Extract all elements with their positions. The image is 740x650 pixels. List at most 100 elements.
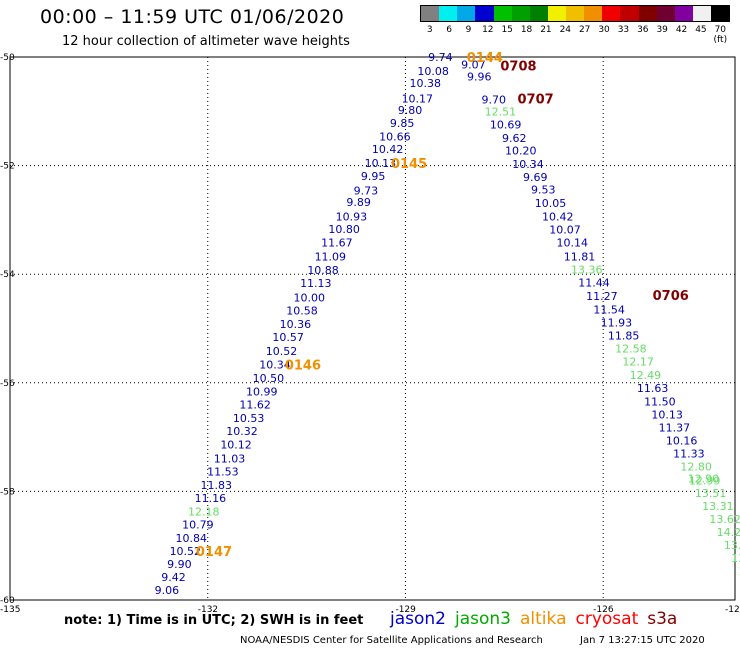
color-scale-label: 45: [695, 25, 707, 35]
swh-value: 11.53: [207, 465, 239, 478]
color-swatch: [656, 6, 675, 21]
color-scale-label: 24: [559, 25, 572, 35]
swh-value: 10.52: [170, 545, 202, 558]
swh-value: 11.67: [321, 237, 353, 250]
swh-value: 11.03: [214, 452, 246, 465]
swh-value: 10.50: [253, 372, 285, 385]
x-tick-label: -135: [0, 605, 20, 615]
swh-value: 10.32: [226, 425, 258, 438]
swh-value: 10.12: [220, 439, 252, 452]
y-tick-label: -58: [0, 487, 15, 497]
swh-value: 14.29: [717, 526, 740, 539]
y-tick-label: -54: [0, 270, 15, 280]
color-scale-label: 70 (ft): [713, 25, 728, 45]
swh-value: 11.44: [578, 276, 610, 289]
swh-value: 10.34: [512, 158, 544, 171]
swh-value: 10.34: [259, 358, 291, 371]
swh-value: 9.53: [531, 183, 556, 196]
swh-value: 10.00: [293, 292, 325, 305]
swh-value: 11.33: [673, 447, 705, 460]
swh-value: 11.83: [201, 479, 233, 492]
x-tick-label: -126: [593, 605, 614, 615]
swh-value: 12.49: [630, 369, 662, 382]
swh-value: 9.07: [461, 59, 486, 72]
swh-value: 10.14: [556, 237, 588, 250]
swh-value: 10.99: [246, 385, 278, 398]
swh-value: 11.93: [601, 317, 633, 330]
swh-value: 11.27: [586, 290, 618, 303]
legend-jason2: jason2: [390, 609, 446, 629]
color-scale-label: 42: [675, 25, 688, 35]
swh-value: 9.06: [155, 584, 180, 597]
satellite-legend: jason2 jason3 altika cryosat s3a: [390, 609, 686, 629]
color-swatch: [602, 6, 621, 21]
color-swatch: [620, 6, 639, 21]
swh-value: 9.74: [428, 51, 453, 64]
color-scale-label: 30: [598, 25, 610, 35]
swh-value: 12.90: [688, 472, 720, 485]
swh-value: 13.51: [695, 487, 727, 500]
color-swatch: [493, 6, 512, 21]
swh-value: 10.84: [176, 532, 208, 545]
legend-cryosat: cryosat: [575, 609, 639, 629]
swh-value: 14.27: [738, 565, 740, 578]
swh-value: 10.53: [233, 412, 265, 425]
y-tick-label: -56: [0, 379, 15, 389]
swh-value: 13.62: [709, 513, 740, 526]
color-scale-bar: [420, 5, 730, 22]
swh-value: 10.57: [272, 331, 304, 344]
y-tick-label: -52: [0, 162, 15, 172]
pass-time-label: 0144: [467, 51, 503, 66]
swh-value: 12.58: [615, 343, 647, 356]
color-swatch: [566, 6, 585, 21]
color-swatch: [711, 6, 730, 21]
color-scale-label: 15: [501, 25, 513, 35]
color-swatch: [584, 6, 603, 21]
color-scale-label: 39: [656, 25, 668, 35]
color-swatch: [511, 6, 530, 21]
swh-value: 11.62: [239, 399, 271, 412]
swh-value: 13.36: [571, 263, 603, 276]
swh-value: 9.80: [398, 104, 423, 117]
swh-value: 11.37: [659, 421, 691, 434]
color-scale: 3 6 9 12 15 18 21 24 27 30 33 36 39 42 45 70 (ft): [420, 5, 730, 45]
legend-s3a: s3a: [647, 609, 678, 629]
swh-value: 9.73: [354, 185, 379, 198]
pass-time-label: 0146: [285, 358, 321, 373]
color-swatch: [439, 6, 458, 21]
color-scale-label: 33: [617, 25, 630, 35]
swh-value: 10.05: [535, 197, 567, 210]
footnote: note: 1) Time is in UTC; 2) SWH is in fe…: [64, 613, 364, 628]
swh-value: 11.13: [300, 277, 332, 290]
legend-jason3: jason3: [455, 609, 511, 629]
color-scale-label: 27: [578, 25, 591, 35]
color-scale-label: 36: [637, 25, 649, 35]
swh-value: 12.99: [689, 475, 721, 488]
color-swatch: [547, 6, 566, 21]
x-tick-label: -124: [725, 605, 740, 615]
y-tick-label: -50: [0, 53, 15, 63]
swh-value: 10.69: [490, 118, 522, 131]
color-scale-labels: 3 6 9 12 15 18 21 24 27 30 33 36 39 42 45 70 (ft): [420, 25, 730, 45]
swh-value: 9.95: [361, 170, 386, 183]
swh-value: 10.93: [336, 211, 368, 224]
color-scale-label: 3: [426, 25, 433, 35]
swh-value: 10.13: [651, 408, 683, 421]
pass-time-label: 0707: [518, 92, 554, 107]
swh-value: 13.31: [702, 500, 734, 513]
swh-value: 10.80: [328, 223, 360, 236]
pass-time-label: 0706: [653, 289, 689, 304]
swh-value: 10.08: [417, 65, 449, 78]
color-swatch: [421, 6, 440, 21]
color-swatch: [529, 6, 548, 21]
swh-value: 10.16: [666, 434, 698, 447]
swh-value: 9.96: [467, 71, 492, 84]
x-tick-label: -129: [395, 605, 416, 615]
generated-timestamp: Jan 7 13:27:15 UTC 2020: [580, 635, 705, 646]
swh-value: 12.51: [485, 105, 517, 118]
swh-value: 9.62: [502, 132, 527, 145]
color-scale-label: 18: [520, 25, 533, 35]
color-scale-label: 9: [465, 25, 472, 35]
swh-value: 11.50: [644, 395, 676, 408]
chart-subtitle: 12 hour collection of altimeter wave hei…: [62, 34, 350, 49]
